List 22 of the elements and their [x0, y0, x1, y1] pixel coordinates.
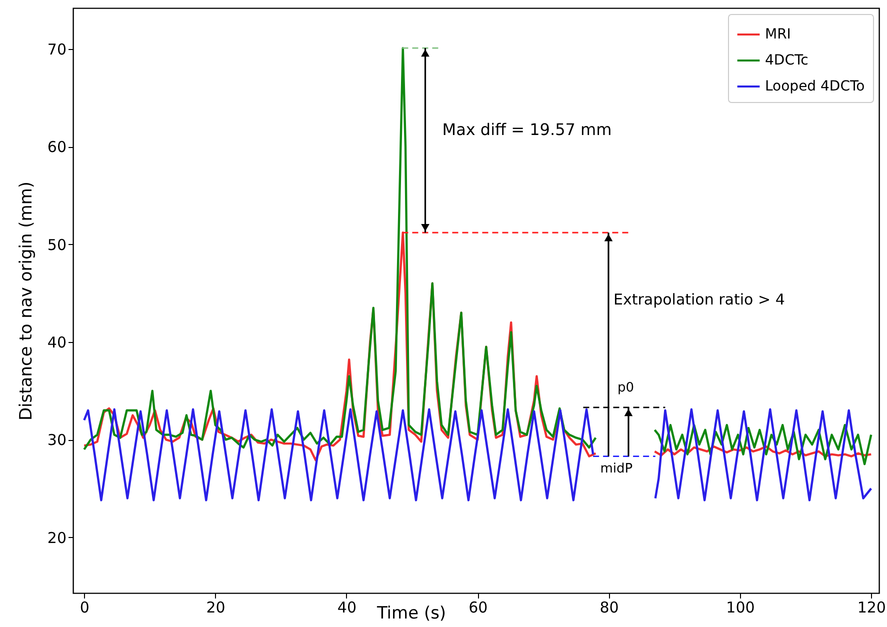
annotation: Max diff = 19.57 mm [442, 120, 612, 140]
x-tick-label: 0 [80, 598, 90, 616]
legend-label: Looped 4DCTo [765, 78, 865, 94]
x-tick-label: 100 [726, 598, 755, 616]
annotation: p0 [617, 380, 634, 396]
y-tick-label: 30 [47, 431, 66, 450]
y-tick-label: 40 [47, 334, 66, 352]
annotation: Extrapolation ratio > 4 [613, 290, 785, 309]
x-axis-title: Time (s) [376, 604, 446, 624]
y-tick-label: 20 [47, 528, 66, 547]
x-tick-label: 20 [206, 598, 226, 616]
x-tick-label: 60 [468, 598, 488, 616]
y-tick-label: 70 [47, 40, 66, 59]
legend-label: 4DCTc [765, 52, 808, 68]
x-tick-label: 80 [600, 598, 619, 616]
y-axis-title: Distance to nav origin (mm) [16, 181, 36, 421]
legend-label: MRI [765, 26, 791, 42]
annotation: midP [600, 461, 633, 476]
y-tick-label: 50 [47, 236, 66, 254]
y-tick-label: 60 [47, 138, 66, 156]
x-tick-label: 40 [337, 598, 357, 616]
x-tick-label: 120 [857, 598, 886, 616]
